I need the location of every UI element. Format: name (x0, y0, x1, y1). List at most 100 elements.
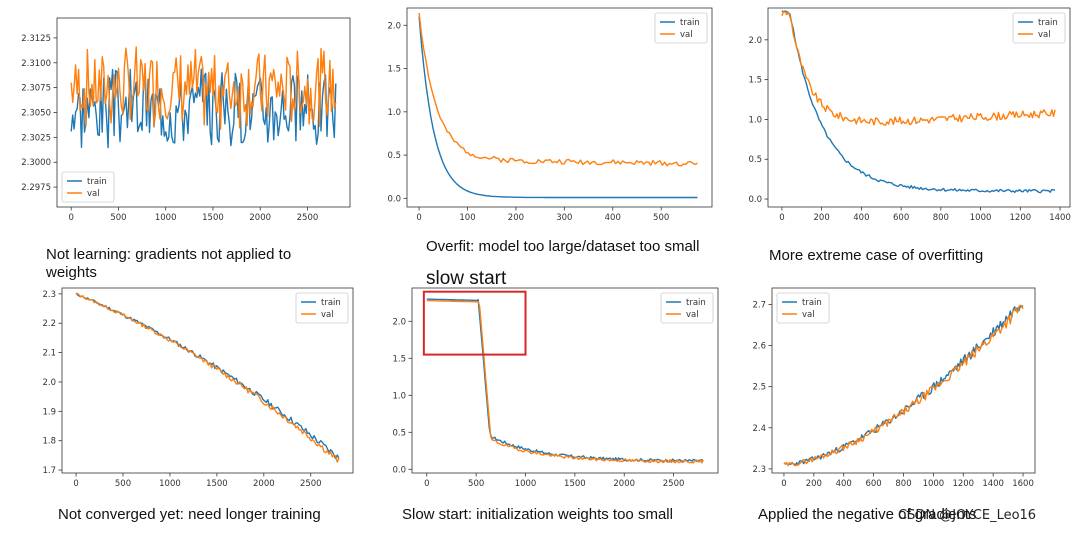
y-tick-label: 2.0 (387, 21, 401, 31)
y-tick-label: 2.0 (748, 36, 762, 46)
y-tick-label: 2.3100 (21, 59, 51, 69)
x-tick-label: 1400 (982, 479, 1004, 489)
x-tick-label: 0 (416, 213, 421, 223)
x-tick-label: 400 (853, 213, 869, 223)
x-tick-label: 2500 (663, 479, 685, 489)
x-tick-label: 1500 (202, 213, 224, 223)
y-tick-label: 2.6 (752, 342, 766, 352)
x-tick-label: 200 (508, 213, 524, 223)
x-tick-label: 2500 (297, 213, 319, 223)
y-tick-label: 1.5 (392, 354, 406, 364)
y-tick-label: 0.5 (392, 428, 406, 438)
x-tick-label: 600 (893, 213, 909, 223)
legend-box (1012, 12, 1066, 44)
y-tick-label: 2.2 (42, 319, 56, 329)
chart-p6: 0 200 400 600 800 1000 1200 1400 1600 2.3 2.4 2.5 2.… (752, 287, 1036, 489)
x-tick-label: 0 (779, 213, 784, 223)
series-line-train (418, 16, 698, 199)
caption-p1: Not learning: gradients not applied to w… (46, 246, 292, 281)
chart-panel-p4: 0 500 1000 1500 2000 2500 1.7 1.8 1.9 2.0 2.1 2.2 2.… (0, 280, 360, 534)
chart-p5: 0 500 1000 1500 2000 2500 0.0 0.5 1.0 1.5 2.0 train… (392, 287, 719, 489)
legend-label-train: train (802, 298, 822, 308)
y-tick-label: 1.0 (392, 391, 406, 401)
legend-label-val: val (802, 310, 815, 320)
legend-label-train: train (686, 298, 706, 308)
series-line-val (426, 299, 704, 464)
x-tick-label: 2000 (249, 213, 271, 223)
chart-panel-p6: 0 200 400 600 800 1000 1200 1400 1600 2.3 2.4 2.5 2.… (720, 280, 1080, 534)
y-tick-label: 2.1 (42, 349, 56, 359)
y-tick-label: 2.5 (752, 383, 766, 393)
legend-label-train: train (321, 298, 341, 308)
legend-box (660, 292, 714, 324)
x-tick-label: 800 (895, 479, 911, 489)
legend-box (654, 12, 708, 44)
y-tick-label: 1.0 (748, 115, 762, 125)
y-tick-label: 2.0 (42, 378, 56, 388)
y-tick-label: 2.4 (752, 424, 766, 434)
y-tick-label: 0.5 (748, 155, 762, 165)
series-line-val (70, 46, 337, 130)
caption-p3: More extreme case of overfitting (769, 247, 984, 264)
legend-label-train: train (680, 18, 700, 28)
chart-panel-p5: 0 500 1000 1500 2000 2500 0.0 0.5 1.0 1.5 2.0 train… (360, 280, 720, 534)
x-tick-label: 1000 (515, 479, 537, 489)
slow-start-heading: slow start (426, 268, 507, 289)
y-tick-label: 2.3125 (21, 34, 51, 44)
y-tick-label: 1.5 (748, 76, 762, 86)
x-tick-label: 500 (468, 479, 484, 489)
series-line-val (783, 304, 1024, 467)
x-tick-label: 500 (110, 213, 126, 223)
y-tick-label: 2.3075 (21, 84, 51, 94)
x-tick-label: 800 (933, 213, 949, 223)
y-tick-label: 1.0 (387, 108, 401, 118)
x-tick-label: 1000 (159, 479, 181, 489)
x-tick-label: 0 (424, 479, 429, 489)
series-line-val (76, 292, 340, 463)
x-tick-label: 1200 (952, 479, 974, 489)
y-tick-label: 1.5 (387, 65, 401, 75)
y-tick-label: 0.0 (392, 465, 406, 475)
chart-p2: 0 100 200 300 400 500 0.0 0.5 1.0 1.5 2.0 train val (387, 7, 713, 223)
y-tick-label: 2.0 (392, 317, 406, 327)
x-tick-label: 1600 (1012, 479, 1034, 489)
x-tick-label: 100 (459, 213, 475, 223)
x-tick-label: 200 (806, 479, 822, 489)
series-line-train (426, 298, 704, 463)
x-tick-label: 0 (68, 213, 73, 223)
y-tick-label: 1.9 (42, 407, 56, 417)
y-tick-label: 2.3025 (21, 133, 51, 143)
chart-panel-p3: 0 200 400 600 800 1000 1200 1400 0.0 0.5 1.0 1.5 2.0… (720, 0, 1080, 290)
legend-box (295, 292, 349, 324)
watermark: CSDN @JOYCE_Leo16 (898, 508, 1037, 523)
x-tick-label: 2000 (253, 479, 275, 489)
chart-p3: 0 200 400 600 800 1000 1200 1400 0.0 0.5 1.0 1.5 2.0… (748, 7, 1071, 223)
legend-label-train: train (87, 177, 107, 187)
y-tick-label: 2.3 (42, 290, 56, 300)
y-tick-label: 2.2975 (21, 183, 51, 193)
y-tick-label: 1.7 (42, 466, 56, 476)
y-tick-label: 0.0 (387, 194, 401, 204)
y-tick-label: 2.3 (752, 465, 766, 475)
series-line-train (781, 10, 1056, 194)
legend-box (61, 171, 115, 203)
plot-frame (767, 7, 1071, 208)
x-tick-label: 0 (73, 479, 78, 489)
caption-p5: Slow start: initialization weights too s… (402, 506, 673, 523)
legend-label-val: val (1038, 30, 1051, 40)
legend-label-val: val (87, 189, 100, 199)
x-tick-label: 500 (115, 479, 131, 489)
series-line-val (418, 12, 698, 167)
y-tick-label: 0.5 (387, 151, 401, 161)
y-tick-label: 2.3050 (21, 109, 51, 119)
legend-box (776, 292, 830, 324)
highlight-box (422, 290, 527, 356)
legend-label-val: val (686, 310, 699, 320)
y-tick-label: 0.0 (748, 195, 762, 205)
y-tick-label: 2.7 (752, 300, 766, 310)
chart-p4: 0 500 1000 1500 2000 2500 1.7 1.8 1.9 2.0 2.1 2.2 2.… (42, 287, 354, 489)
x-tick-label: 600 (865, 479, 881, 489)
x-tick-label: 1400 (1049, 213, 1071, 223)
chart-panel-p1: 0 500 1000 1500 2000 2500 2.2975 2.3000 2.3025 2.… (0, 0, 360, 290)
x-tick-label: 300 (556, 213, 572, 223)
